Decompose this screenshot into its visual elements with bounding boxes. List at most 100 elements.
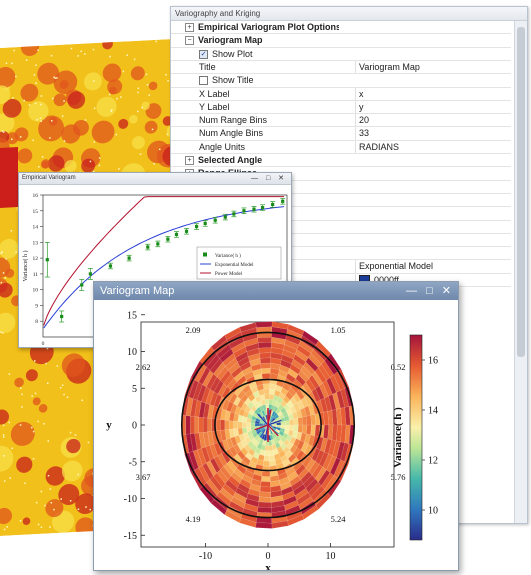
x-axis-label: x	[265, 562, 271, 570]
heatmap-cell	[185, 415, 191, 435]
raster-speck	[39, 117, 42, 120]
raster-blob	[0, 445, 14, 472]
raster-speck	[84, 119, 87, 121]
property-value[interactable]: x	[355, 87, 511, 100]
x-tick-label: -10	[199, 551, 212, 562]
raster-blob	[0, 282, 13, 298]
heatmap-cell	[220, 419, 225, 431]
data-point	[232, 212, 236, 216]
property-row[interactable]: Show Title	[171, 74, 511, 88]
window-buttons[interactable]: — □ ✕	[251, 175, 287, 182]
raster-blob	[58, 483, 80, 506]
raster-speck	[63, 393, 65, 396]
property-row[interactable]: Y Label y	[171, 100, 511, 115]
raster-blob	[48, 116, 58, 126]
property-row[interactable]: + Selected Angle	[171, 154, 511, 168]
heatmap-cell	[260, 481, 271, 488]
data-point	[194, 224, 199, 229]
property-value[interactable]: y	[355, 100, 511, 114]
property-row[interactable]: Exponential Model	[171, 260, 511, 274]
checkbox[interactable]	[199, 76, 208, 86]
raster-speck	[84, 53, 86, 55]
raster-speck	[36, 118, 38, 121]
property-row[interactable]	[171, 247, 511, 261]
property-label: Angle Units	[199, 141, 353, 153]
property-row[interactable]	[171, 234, 511, 248]
raster-speck	[3, 480, 6, 482]
data-point	[60, 314, 64, 319]
property-row[interactable]: Num Range Bins 20	[171, 114, 511, 128]
colorbar-tick-label: 12	[428, 456, 438, 467]
raster-speck	[44, 504, 46, 507]
raster-speck	[63, 100, 65, 102]
raster-blob	[38, 404, 48, 413]
property-value[interactable]: Variogram Map	[355, 60, 511, 74]
raster-speck	[66, 396, 69, 398]
property-row[interactable]: − Variogram Map	[171, 34, 511, 48]
raster-blob	[67, 91, 86, 109]
property-row[interactable]	[171, 221, 511, 234]
angle-label: 5.76	[391, 472, 406, 482]
raster-speck	[3, 528, 6, 531]
property-row[interactable]: X Label x	[171, 87, 511, 101]
data-point	[261, 206, 265, 210]
property-value[interactable]: RADIANS	[355, 140, 511, 154]
property-label-text: X Label	[199, 88, 230, 99]
raster-blob	[17, 148, 33, 164]
window-buttons[interactable]: — □ ✕	[406, 285, 454, 297]
property-row[interactable]: Angle Units RADIANS	[171, 140, 511, 155]
property-row[interactable]: ✓ Show Plot	[171, 48, 511, 61]
data-point	[156, 242, 160, 246]
heatmap-cell	[260, 362, 271, 369]
property-value[interactable]: Exponential Model	[355, 260, 511, 273]
collapse-icon[interactable]: −	[185, 36, 194, 46]
heatmap-cell	[194, 416, 199, 434]
property-label-text: Show Title	[212, 75, 254, 86]
selected-angle-spoke	[267, 424, 279, 437]
heatmap-cell	[258, 347, 272, 354]
colorbar	[409, 334, 423, 541]
raster-speck	[40, 526, 43, 528]
raster-speck	[37, 523, 40, 526]
raster-speck	[46, 347, 49, 350]
power-model-line	[43, 196, 285, 326]
raster-speck	[5, 62, 8, 65]
heatmap-cell	[255, 321, 273, 328]
legend-label: Exponential Model	[215, 263, 254, 268]
raster-speck	[11, 62, 13, 65]
expand-icon[interactable]: +	[185, 23, 194, 33]
raster-speck	[11, 138, 13, 141]
property-row[interactable]	[171, 207, 511, 221]
property-row[interactable]: + Empirical Variogram Plot Options	[171, 21, 511, 35]
raster-blob	[61, 460, 83, 482]
heatmap-cell	[215, 418, 221, 432]
raster-speck	[35, 501, 38, 504]
property-value-text: Exponential Model	[359, 261, 434, 272]
raster-speck	[116, 97, 118, 100]
property-row[interactable]: Num Angle Bins 33	[171, 127, 511, 141]
scrollbar-thumb[interactable]	[517, 27, 525, 357]
properties-panel-title: Variography and Kriging	[171, 7, 527, 21]
raster-speck	[165, 73, 167, 76]
raster-blob	[28, 101, 49, 122]
heatmap-cell	[233, 420, 238, 430]
expand-icon[interactable]: +	[185, 156, 194, 166]
property-value-text: RADIANS	[359, 141, 400, 152]
raster-speck	[40, 120, 42, 123]
raster-speck	[146, 84, 149, 86]
checkbox[interactable]: ✓	[199, 49, 208, 59]
raster-speck	[115, 133, 118, 136]
raster-speck	[89, 160, 92, 163]
heatmap-cell	[258, 496, 272, 503]
raster-speck	[31, 395, 33, 397]
colorbar-tick-label: 10	[428, 506, 438, 517]
property-row[interactable]: Title Variogram Map	[171, 60, 511, 75]
raster-speck	[47, 382, 49, 385]
raster-blob	[32, 397, 41, 406]
property-value[interactable]: 20	[355, 114, 511, 127]
raster-blob	[130, 66, 145, 81]
property-value-text: y	[359, 101, 364, 112]
properties-scrollbar[interactable]	[514, 21, 527, 523]
raster-speck	[34, 360, 36, 362]
property-value[interactable]: 33	[355, 127, 511, 140]
